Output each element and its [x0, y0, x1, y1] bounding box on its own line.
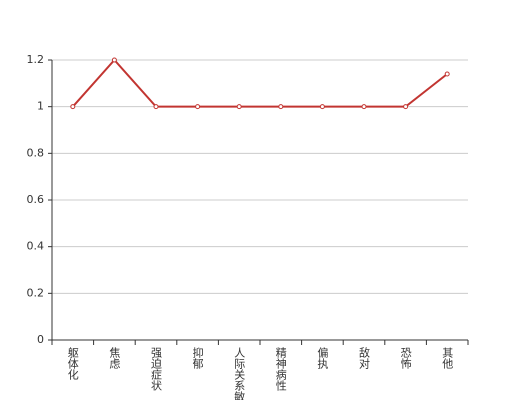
- y-tick-label: 1.2: [27, 53, 45, 66]
- y-tick-label: 0.8: [27, 146, 45, 159]
- line: [72, 58, 448, 108]
- x-tick-label: 焦虑: [108, 347, 121, 369]
- x-tick-label: 敌对: [358, 346, 371, 369]
- y-tick-label: 0.6: [27, 193, 45, 206]
- x-tick-label: 偏执: [316, 346, 329, 370]
- y-tick-label: 0: [37, 333, 44, 346]
- y-tick-label: 0.4: [27, 240, 45, 253]
- point: [111, 57, 117, 63]
- x-tick-label: 其他: [441, 347, 454, 369]
- x-tick-label: 人际关系敏感: [233, 347, 246, 400]
- y-tick-label: 0.2: [27, 286, 45, 299]
- point: [70, 104, 76, 110]
- point: [403, 104, 409, 110]
- point: [444, 71, 450, 77]
- point: [319, 104, 325, 110]
- point: [153, 104, 159, 110]
- y-tick-label: 1: [37, 100, 44, 113]
- x-tick-label: 恐怖: [399, 347, 412, 369]
- point: [361, 104, 367, 110]
- point: [195, 104, 201, 110]
- x-tick-label: 精神病性: [274, 347, 287, 392]
- x-tick-label: 抑郁: [191, 346, 204, 369]
- x-tick-label: 强迫症状: [150, 347, 163, 391]
- point: [278, 104, 284, 110]
- point: [236, 104, 242, 110]
- x-tick-label: 躯体化: [66, 347, 79, 381]
